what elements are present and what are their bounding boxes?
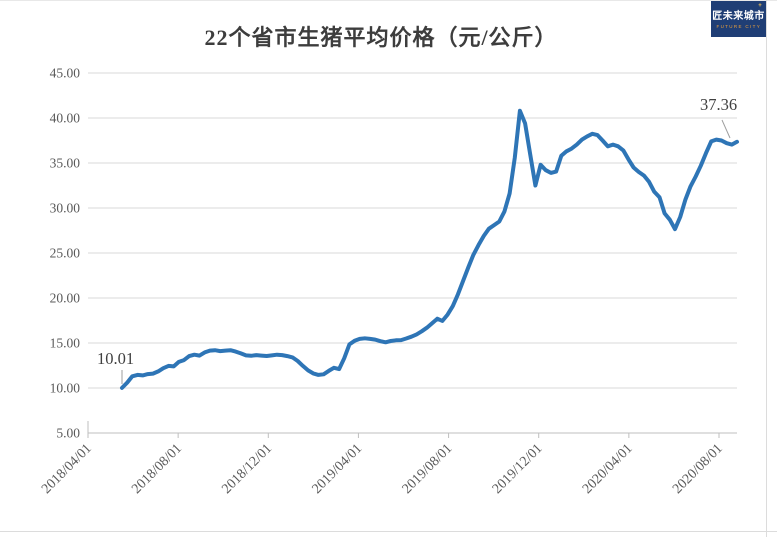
x-axis-tick-label: 2018/04/01 [39,441,95,497]
x-axis-tick-label: 2020/04/01 [580,441,636,497]
first-point-data-label: 10.01 [97,349,135,368]
window-right-edge [766,0,767,537]
x-axis-tick-label: 2018/08/01 [129,441,185,497]
y-axis-tick-label: 45.00 [50,66,81,81]
price-line-series [120,108,739,390]
y-axis-tick-label: 20.00 [50,291,81,306]
y-axis-tick-label: 5.00 [56,426,80,441]
last-point-data-label: 37.36 [700,95,738,114]
x-axis-tick-label: 2020/08/01 [670,441,726,497]
y-axis-tick-label: 10.00 [50,381,81,396]
logo-subtitle: FUTURE CITY [716,24,761,30]
x-axis-tick-label: 2019/08/01 [400,441,456,497]
x-axis-tick-label: 2019/12/01 [490,441,546,497]
future-city-logo: 匠未来城市 + FUTURE CITY [711,0,766,37]
x-axis-tick-label: 2018/12/01 [219,441,275,497]
y-axis-tick-label: 25.00 [50,246,81,261]
logo-wordmark: 匠未来城市 [712,11,765,22]
x-axis-tick-label: 2019/04/01 [310,441,366,497]
y-axis-tick-label: 35.00 [50,156,81,171]
logo-title-row: 匠未来城市 + [712,3,765,22]
y-axis-tick-label: 40.00 [50,111,81,126]
logo-plus-icon: + [758,3,762,9]
window-bottom-edge [0,531,777,532]
chart-title: 22个省市生猪平均价格（元/公斤） [204,25,558,50]
window-top-edge [0,0,777,1]
y-axis-tick-label: 30.00 [50,201,81,216]
last-point-leader-line [721,119,731,139]
y-axis-tick-label: 15.00 [50,336,81,351]
